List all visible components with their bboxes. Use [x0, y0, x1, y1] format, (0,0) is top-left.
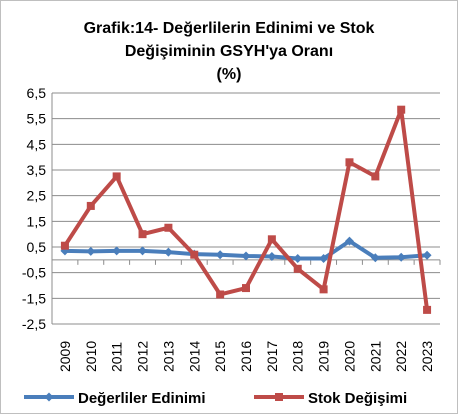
- data-point: [164, 223, 173, 232]
- y-tick-label: 1,5: [27, 213, 47, 229]
- data-point: [190, 250, 199, 259]
- legend: Değerliler Edinimi Stok Değişimi: [24, 390, 407, 407]
- x-axis-tick-labels: 2009 2010 2011 2012 2013 2014 2015 2016 2017 2018…: [57, 341, 435, 372]
- legend-item: Stok Değişimi: [254, 390, 407, 407]
- data-point: [267, 251, 277, 261]
- x-tick-label: 2010: [83, 341, 99, 372]
- series-2: [60, 105, 432, 314]
- data-point: [242, 284, 250, 293]
- y-tick-label: -1,5: [22, 290, 46, 306]
- y-axis-tick-labels: 6,5 5,5 4,5 3,5 2,5 1,5 0,5 -0,5 -1,5 -2,5: [22, 85, 46, 332]
- data-point: [112, 172, 121, 181]
- data-point: [86, 201, 95, 210]
- data-point: [319, 285, 328, 294]
- chart-title-line-1: Grafik:14- Değerlilerin Edinimi ve Stok: [83, 20, 375, 37]
- series-1: [60, 236, 432, 264]
- data-point: [216, 290, 225, 299]
- data-point: [319, 254, 329, 264]
- data-point: [293, 264, 302, 273]
- y-tick-label: 6,5: [27, 85, 47, 101]
- x-tick-label: 2014: [186, 341, 202, 372]
- data-point: [267, 235, 276, 244]
- legend-item: Değerliler Edinimi: [24, 390, 206, 407]
- data-point: [138, 246, 148, 256]
- legend-marker: [275, 393, 283, 401]
- x-tick-label: 2023: [419, 341, 435, 372]
- chart-title-line-3: (%): [216, 66, 242, 83]
- data-point: [370, 253, 380, 263]
- x-tick-label: 2012: [135, 341, 151, 372]
- data-point: [396, 252, 406, 262]
- x-tick-label: 2020: [341, 341, 357, 372]
- x-tick-label: 2019: [316, 341, 332, 372]
- y-tick-label: 0,5: [27, 239, 47, 255]
- y-tick-label: 5,5: [27, 111, 47, 127]
- x-tick-label: 2022: [393, 341, 409, 372]
- series-lines: [60, 105, 432, 314]
- x-tick-label: 2018: [290, 341, 306, 372]
- x-tick-label: 2021: [367, 341, 383, 372]
- series-line: [63, 107, 430, 311]
- x-tick-label: 2013: [160, 341, 176, 372]
- x-tick-label: 2011: [109, 342, 125, 372]
- data-point: [163, 247, 173, 257]
- x-tick-label: 2017: [264, 341, 280, 372]
- data-point: [241, 251, 251, 261]
- data-point: [60, 241, 69, 250]
- data-point: [344, 236, 354, 246]
- data-point: [86, 246, 96, 256]
- legend-marker: [44, 392, 54, 402]
- gridlines: [52, 92, 440, 325]
- data-point: [112, 246, 122, 256]
- data-point: [371, 172, 380, 181]
- chart-title: Grafik:14- Değerlilerin Edinimi ve Stok …: [0, 17, 458, 86]
- data-point: [422, 250, 432, 260]
- legend-label: Stok Değişimi: [308, 390, 407, 407]
- x-tick-label: 2016: [238, 341, 254, 372]
- y-tick-label: -0,5: [22, 265, 46, 281]
- chart-title-line-2: Değişiminin GSYH'ya Oranı: [124, 43, 334, 60]
- x-tick-label: 2015: [212, 341, 228, 372]
- y-tick-label: -2,5: [22, 316, 46, 332]
- y-tick-label: 2,5: [27, 188, 47, 204]
- x-tick-label: 2009: [57, 341, 73, 372]
- data-point: [397, 105, 406, 114]
- y-tick-label: 4,5: [27, 136, 47, 152]
- legend-label: Değerliler Edinimi: [78, 390, 206, 407]
- data-point: [215, 250, 225, 260]
- data-point: [293, 254, 303, 264]
- data-point: [345, 158, 354, 167]
- data-point: [138, 230, 147, 239]
- data-point: [423, 305, 432, 314]
- y-tick-label: 3,5: [27, 162, 47, 178]
